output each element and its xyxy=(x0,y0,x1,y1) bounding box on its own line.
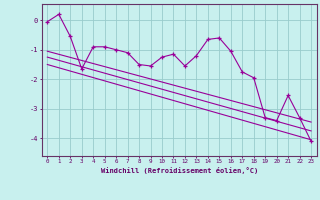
X-axis label: Windchill (Refroidissement éolien,°C): Windchill (Refroidissement éolien,°C) xyxy=(100,167,258,174)
